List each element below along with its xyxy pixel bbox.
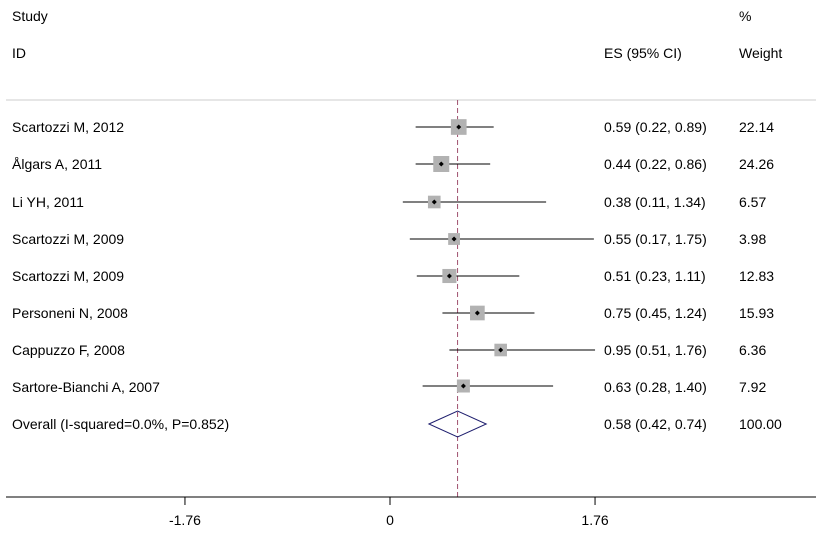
es-value: 0.44 (0.22, 0.86): [604, 156, 707, 172]
es-value: 0.38 (0.11, 1.34): [604, 194, 706, 210]
es-value: 0.75 (0.45, 1.24): [604, 305, 707, 321]
x-tick-label: 0: [386, 512, 394, 528]
weight-value: 3.98: [739, 231, 767, 247]
es-value: 0.63 (0.28, 1.40): [604, 379, 707, 395]
weight-value: 6.57: [739, 194, 767, 210]
point-estimate: [451, 236, 457, 242]
study-label: Li YH, 2011: [12, 194, 84, 210]
point-estimate: [456, 124, 462, 130]
point-estimate: [498, 347, 504, 353]
study-label: Scartozzi M, 2009: [12, 231, 125, 247]
weight-value: 22.14: [739, 119, 775, 135]
es-value: 0.95 (0.51, 1.76): [604, 342, 707, 358]
study-label: Scartozzi M, 2012: [12, 119, 125, 135]
study-label: Sartore-Bianchi A, 2007: [12, 379, 160, 395]
overall-diamond: [427, 410, 488, 438]
header-weight: Weight: [739, 45, 783, 61]
point-estimate: [460, 383, 466, 389]
header-study: Study: [12, 8, 48, 24]
study-label: Ålgars A, 2011: [12, 156, 103, 172]
header-es: ES (95% CI): [604, 45, 682, 61]
weight-value: 12.83: [739, 268, 775, 284]
es-value: 0.51 (0.23, 1.11): [604, 268, 706, 284]
overall-es-value: 0.58 (0.42, 0.74): [604, 416, 707, 432]
header-percent: %: [739, 8, 752, 24]
x-tick-label: 1.76: [581, 512, 608, 528]
study-label: Scartozzi M, 2009: [12, 268, 125, 284]
header-id: ID: [12, 45, 26, 61]
overall-weight-value: 100.00: [739, 416, 782, 432]
weight-value: 15.93: [739, 305, 775, 321]
weight-value: 7.92: [739, 379, 767, 395]
point-estimate: [431, 199, 437, 205]
study-label: Cappuzzo F, 2008: [12, 342, 125, 358]
es-value: 0.55 (0.17, 1.75): [604, 231, 707, 247]
overall-label: Overall (I-squared=0.0%, P=0.852): [12, 416, 230, 432]
point-estimate: [474, 310, 480, 316]
study-label: Personeni N, 2008: [12, 305, 128, 321]
point-estimate: [446, 273, 452, 279]
weight-value: 6.36: [739, 342, 767, 358]
x-tick-label: -1.76: [169, 512, 201, 528]
es-value: 0.59 (0.22, 0.89): [604, 119, 707, 135]
weight-value: 24.26: [739, 156, 775, 172]
point-estimate: [438, 161, 444, 167]
